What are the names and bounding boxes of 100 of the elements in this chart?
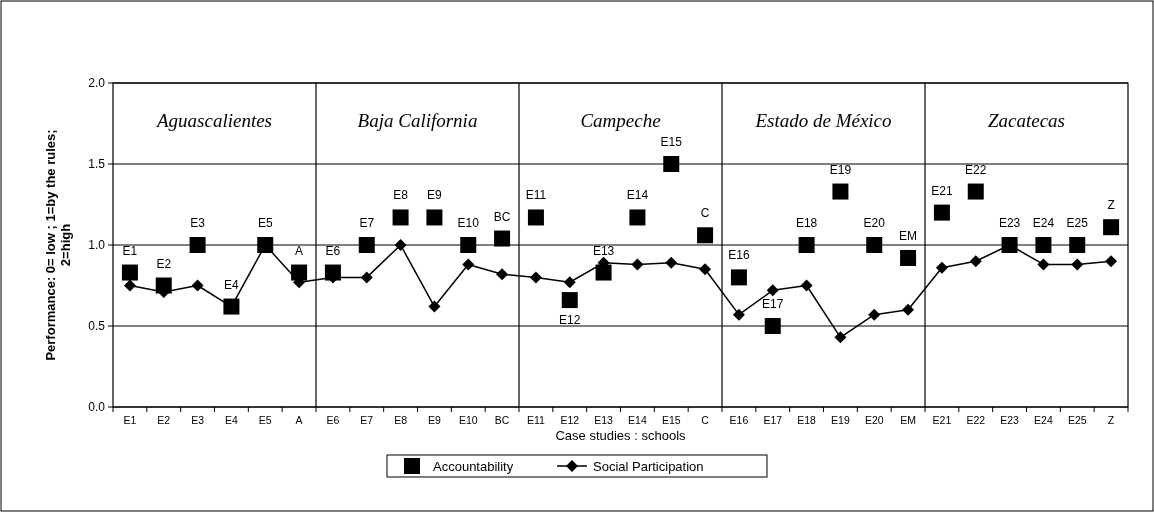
point bbox=[1037, 258, 1050, 271]
point bbox=[866, 237, 883, 253]
annotation: EM bbox=[899, 228, 918, 243]
point bbox=[631, 258, 644, 271]
point bbox=[121, 264, 138, 281]
annotation: Aguascalientes bbox=[154, 110, 273, 131]
point bbox=[629, 209, 646, 226]
x-tick-label: E6 bbox=[326, 414, 340, 426]
point bbox=[967, 183, 984, 200]
x-tick-label: E15 bbox=[661, 414, 681, 426]
point bbox=[902, 303, 915, 316]
annotation: BC bbox=[493, 209, 511, 224]
x-tick-label: E8 bbox=[394, 414, 408, 426]
annotation: E11 bbox=[525, 188, 547, 203]
annotation: Z bbox=[1107, 198, 1115, 213]
x-tick-label: Z bbox=[1107, 414, 1115, 426]
x-tick-label: E2 bbox=[157, 414, 171, 426]
point bbox=[189, 237, 206, 253]
x-tick-label: E25 bbox=[1067, 414, 1087, 426]
y-axis-title: Performance: 0= low ; 1=by the rules; 2=high bbox=[43, 129, 73, 361]
point bbox=[529, 271, 542, 284]
x-tick-label: E18 bbox=[797, 414, 817, 426]
x-tick-label: E24 bbox=[1034, 414, 1053, 426]
point bbox=[665, 256, 678, 269]
annotation: E3 bbox=[190, 216, 206, 230]
point bbox=[834, 331, 847, 344]
x-tick-label: E19 bbox=[831, 414, 850, 426]
point bbox=[460, 237, 477, 253]
annotation: E22 bbox=[965, 162, 987, 177]
y-tick-label: 1.0 bbox=[88, 238, 106, 252]
point bbox=[764, 318, 781, 334]
point bbox=[800, 279, 813, 292]
point bbox=[392, 209, 409, 226]
annotation: E5 bbox=[257, 216, 273, 230]
annotation: Zacatecas bbox=[987, 110, 1066, 131]
x-tick-label: E1 bbox=[123, 414, 137, 426]
annotation: E6 bbox=[325, 243, 341, 258]
annotation: E25 bbox=[1066, 216, 1089, 230]
x-tick-label: E14 bbox=[628, 414, 647, 426]
annotation: E19 bbox=[829, 162, 852, 177]
x-tick-label: E21 bbox=[932, 414, 952, 426]
point bbox=[527, 209, 544, 226]
x-tick-label: E12 bbox=[560, 414, 580, 426]
x-tick-label: E11 bbox=[526, 414, 546, 426]
point bbox=[358, 237, 375, 253]
x-tick-label: E5 bbox=[258, 414, 272, 426]
x-tick-label: E4 bbox=[224, 414, 238, 426]
legend-label: Social Participation bbox=[593, 459, 704, 474]
point bbox=[1035, 237, 1052, 253]
point bbox=[1071, 258, 1084, 271]
x-tick-label: E16 bbox=[729, 414, 749, 426]
x-tick-label: E23 bbox=[1000, 414, 1020, 426]
x-tick-label: EM bbox=[900, 414, 916, 426]
y-tick-label: 1.5 bbox=[88, 157, 106, 171]
annotation: E1 bbox=[122, 243, 138, 258]
x-tick-label: E22 bbox=[966, 414, 986, 426]
annotation: A bbox=[295, 243, 304, 258]
point bbox=[494, 230, 511, 247]
point bbox=[1105, 255, 1118, 268]
annotation: Campeche bbox=[580, 110, 661, 131]
annotation: E14 bbox=[626, 188, 649, 203]
x-axis-title: Case studies : schools bbox=[555, 428, 687, 443]
annotation: E21 bbox=[931, 183, 953, 198]
point bbox=[394, 239, 407, 251]
annotation: E20 bbox=[863, 216, 886, 230]
point bbox=[191, 279, 204, 292]
point bbox=[1103, 219, 1120, 236]
point bbox=[832, 183, 849, 200]
x-tick-label: BC bbox=[494, 414, 510, 426]
x-tick-label: E20 bbox=[864, 414, 884, 426]
annotation: E18 bbox=[795, 216, 818, 230]
x-tick-label: E3 bbox=[191, 414, 205, 426]
annotation: E17 bbox=[762, 297, 784, 311]
annotation: E13 bbox=[592, 243, 615, 258]
annotation: E23 bbox=[998, 216, 1021, 230]
x-tick-label: E17 bbox=[763, 414, 783, 426]
point bbox=[730, 269, 747, 286]
annotation: E24 bbox=[1032, 216, 1055, 230]
point bbox=[426, 209, 443, 226]
point bbox=[732, 308, 745, 321]
point bbox=[969, 255, 982, 268]
annotation: Baja California bbox=[357, 110, 478, 131]
point bbox=[663, 156, 680, 172]
point bbox=[561, 292, 578, 309]
point bbox=[699, 263, 712, 276]
point bbox=[868, 308, 881, 321]
legend-label: Accountability bbox=[433, 459, 514, 474]
annotation: Estado de México bbox=[754, 110, 892, 131]
point bbox=[766, 284, 779, 297]
x-tick-label: E13 bbox=[594, 414, 614, 426]
point bbox=[1069, 237, 1086, 253]
point bbox=[360, 271, 373, 284]
point bbox=[933, 204, 950, 221]
point bbox=[563, 276, 576, 289]
x-tick-label: C bbox=[701, 414, 710, 426]
x-tick-label: A bbox=[295, 414, 303, 426]
point bbox=[900, 249, 917, 266]
y-tick-label: 0.0 bbox=[88, 400, 106, 414]
point bbox=[428, 300, 441, 313]
point bbox=[123, 279, 136, 292]
